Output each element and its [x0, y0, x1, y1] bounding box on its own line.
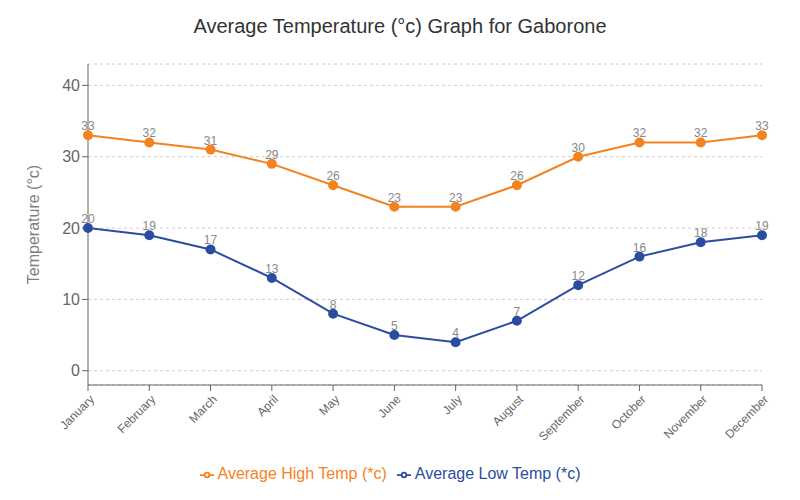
svg-text:23: 23	[388, 191, 402, 205]
svg-text:30: 30	[62, 148, 80, 165]
svg-text:Temperature (°c): Temperature (°c)	[25, 165, 42, 284]
svg-text:7: 7	[514, 305, 521, 319]
svg-text:19: 19	[143, 219, 157, 233]
svg-text:33: 33	[755, 119, 769, 133]
svg-text:26: 26	[510, 169, 524, 183]
svg-text:13: 13	[265, 262, 279, 276]
svg-text:8: 8	[330, 298, 337, 312]
svg-text:32: 32	[694, 126, 708, 140]
svg-text:17: 17	[204, 233, 218, 247]
svg-text:26: 26	[326, 169, 340, 183]
html-text:Average Low Temp (*c): Average Low Temp (*c)	[414, 465, 581, 482]
svg-text:10: 10	[62, 291, 80, 308]
svg-text:January: January	[57, 392, 97, 432]
svg-text:5: 5	[391, 319, 398, 333]
svg-text:October: October	[609, 392, 649, 432]
svg-text:0: 0	[71, 362, 80, 379]
svg-text:September: September	[536, 392, 587, 443]
svg-text:30: 30	[572, 141, 586, 155]
svg-text:4: 4	[452, 326, 459, 340]
html-text:Average High Temp (*c): Average High Temp (*c)	[217, 465, 387, 482]
svg-text:23: 23	[449, 191, 463, 205]
svg-text:33: 33	[81, 119, 95, 133]
svg-text:40: 40	[62, 77, 80, 94]
svg-text:April: April	[254, 392, 281, 419]
svg-text:20: 20	[81, 212, 95, 226]
svg-text:19: 19	[755, 219, 769, 233]
html-text:Average Temperature (°c) Graph: Average Temperature (°c) Graph for Gabor…	[193, 15, 607, 37]
svg-text:June: June	[375, 392, 404, 421]
svg-text:12: 12	[572, 269, 586, 283]
svg-text:20: 20	[62, 220, 80, 237]
svg-text:December: December	[722, 392, 771, 441]
svg-text:November: November	[661, 392, 710, 441]
svg-text:March: March	[186, 392, 219, 425]
svg-text:32: 32	[143, 126, 157, 140]
svg-text:18: 18	[694, 226, 708, 240]
svg-text:July: July	[440, 392, 465, 417]
svg-text:29: 29	[265, 148, 279, 162]
svg-text:16: 16	[633, 241, 647, 255]
svg-text:32: 32	[633, 126, 647, 140]
svg-text:August: August	[490, 392, 527, 429]
svg-text:February: February	[115, 392, 159, 436]
svg-text:May: May	[316, 392, 342, 418]
svg-text:31: 31	[204, 134, 218, 148]
